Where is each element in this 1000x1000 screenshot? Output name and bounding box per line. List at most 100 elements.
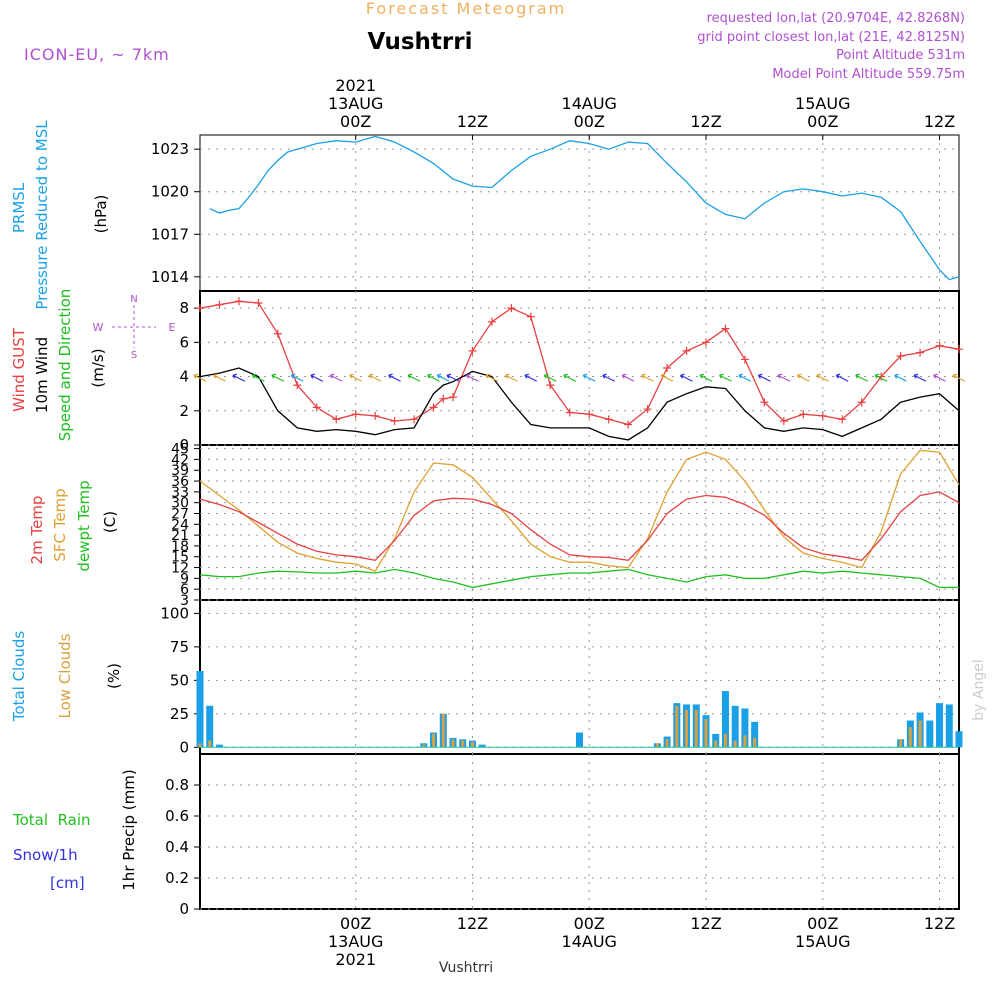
wind-arrow: [621, 373, 635, 382]
wind-label-10m: 10m Wind: [33, 337, 51, 413]
low-cloud-bar: [422, 744, 426, 748]
gust-marker: [643, 405, 652, 414]
gust-marker: [779, 417, 788, 426]
pressure-label-msl: Pressure Reduced to MSL: [33, 120, 51, 310]
bottom-tick-label: 12Z: [924, 914, 955, 933]
gust-marker: [799, 410, 808, 419]
subtitle: Forecast Meteogram: [366, 0, 566, 18]
low-cloud-bar: [470, 741, 474, 748]
gust-marker: [857, 398, 866, 407]
temperature-tick-label: 24: [171, 517, 189, 533]
wind-arrow: [407, 373, 421, 382]
wind-arrow: [952, 373, 966, 382]
requested-point: requested lon,lat (20.9704E, 42.8268N): [707, 11, 965, 26]
temperature-tick-label: 39: [171, 463, 189, 479]
low-cloud-bar: [441, 713, 445, 748]
pressure-line: [209, 135, 960, 281]
total-cloud-bar: [751, 721, 759, 748]
total-cloud-bar: [741, 708, 749, 748]
temperature-tick-label: 9: [180, 571, 189, 587]
gust-marker: [196, 304, 204, 313]
compass-south: S: [131, 350, 137, 361]
wind-arrow: [855, 373, 868, 382]
top-tick-label: 14AUG: [562, 94, 617, 113]
low-cloud-bar: [461, 740, 465, 748]
clouds-tick-label: 0: [179, 738, 189, 756]
top-tick-label: 12Z: [924, 112, 955, 131]
bottom-tick-label: 15AUG: [795, 932, 850, 951]
sfc-temp-line: [199, 449, 960, 572]
gust-marker: [449, 393, 457, 402]
wind-label-gust: Wind GUST: [10, 327, 28, 412]
gust-marker: [585, 410, 594, 419]
series-layer: [193, 135, 966, 748]
gust-marker: [371, 411, 380, 420]
cloud-label-low: Low Clouds: [56, 633, 74, 718]
gust-marker: [312, 403, 321, 412]
wind-unit: (m/s): [89, 348, 107, 387]
wind-arrow: [913, 373, 927, 382]
gust-marker: [215, 300, 224, 309]
wind-arrow: [193, 373, 207, 382]
gust-marker: [721, 324, 730, 333]
gust-marker: [439, 394, 448, 403]
total-cloud-bar: [721, 691, 729, 748]
wind-arrow: [757, 373, 771, 382]
wind-label-dir: Speed and Direction: [56, 289, 74, 442]
wind-arrow: [738, 373, 752, 382]
wind-tick-label: 2: [179, 402, 189, 420]
wind-arrow: [310, 373, 324, 382]
wind-arrow: [485, 373, 499, 382]
temperature-tick-label: 27: [171, 506, 189, 522]
low-cloud-bar: [675, 705, 679, 748]
total-cloud-bar: [712, 733, 720, 748]
wind-arrow: [349, 373, 362, 382]
total-cloud-bar: [945, 704, 953, 748]
footer-title: Vushtrri: [439, 960, 493, 976]
top-tick-label: 12Z: [457, 112, 488, 131]
gust-marker: [935, 341, 944, 350]
low-cloud-bar: [753, 737, 757, 748]
total-cloud-bar: [576, 732, 583, 748]
gust-marker: [740, 355, 749, 364]
low-cloud-bar: [918, 720, 922, 748]
wind-arrow: [777, 373, 791, 382]
gust-marker: [546, 381, 555, 390]
pressure-tick-label: 1017: [151, 225, 189, 243]
gust-marker: [565, 408, 574, 417]
total-cloud-bar: [955, 731, 963, 748]
bottom-tick-label: 2021: [335, 950, 376, 969]
compass-west: W: [93, 321, 104, 334]
wind-tick-label: 4: [179, 368, 189, 386]
gust-marker: [916, 348, 925, 357]
top-tick-label: 15AUG: [795, 94, 850, 113]
gust-marker: [838, 415, 847, 424]
page-title: Vushtrri: [368, 29, 473, 55]
precip-unit: 1hr Precip (mm): [120, 769, 138, 890]
temperature-tick-label: 21: [171, 528, 189, 544]
cloud-label-total: Total Clouds: [10, 631, 28, 723]
wind-arrow: [835, 373, 849, 382]
wind-arrow: [251, 373, 265, 382]
wind-arrow: [427, 373, 440, 382]
wind-arrow: [524, 373, 538, 382]
top-tick-label: 2021: [335, 76, 376, 95]
precip-label-snow: Snow/1h: [13, 846, 78, 864]
total-cloud-bar: [196, 670, 204, 748]
temperature-tick-label: 42: [171, 452, 189, 468]
wind-arrow: [563, 373, 577, 382]
low-cloud-bar: [723, 733, 727, 748]
gust-marker: [487, 317, 496, 326]
gust-marker: [818, 411, 827, 420]
wind-arrow: [796, 373, 810, 382]
wind-arrow: [271, 373, 285, 382]
gust-marker: [332, 415, 341, 424]
wind-arrow: [329, 373, 343, 382]
wind-tick-label: 0: [179, 436, 189, 454]
pressure-unit: (hPa): [92, 195, 110, 234]
total-cloud-bar: [936, 703, 944, 748]
wind-arrow: [212, 373, 226, 382]
total-cloud-bar: [206, 705, 214, 748]
